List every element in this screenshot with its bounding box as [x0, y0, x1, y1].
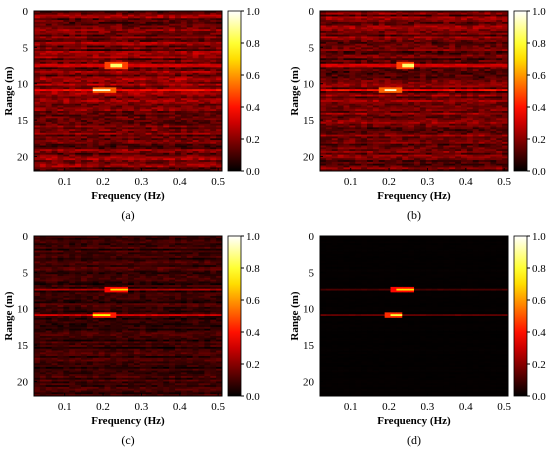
- x-tick-label: 0.5: [211, 176, 225, 188]
- colorbar-tick-label: 0.0: [246, 166, 260, 178]
- x-tick-label: 0.3: [135, 176, 149, 188]
- heatmap-cells: [320, 11, 508, 171]
- colorbar-tick-label: 0.4: [246, 102, 260, 114]
- x-tick-label: 0.1: [58, 176, 72, 188]
- x-axis-label: Frequency (Hz): [91, 190, 165, 202]
- heatmap-cells: [34, 11, 222, 171]
- y-tick-label: 20: [17, 151, 29, 163]
- colorbar-tick-label: 0.6: [246, 70, 260, 82]
- colorbar: [228, 11, 241, 171]
- panel-1: 0.1 0.2 0.3 0.4 0.5 0 5 10 15 20 Frequency (Hz) Ran…: [3, 6, 260, 222]
- y-tick-label: 15: [17, 115, 29, 127]
- colorbar-tick-label: 1.0: [246, 6, 260, 18]
- panel-caption: (a): [121, 208, 134, 222]
- y-tick-label: 0: [23, 6, 29, 18]
- colorbar-tick-label: 0.2: [246, 134, 260, 146]
- x-tick-label: 0.4: [173, 176, 187, 188]
- x-tick-label: 0.2: [96, 176, 110, 188]
- y-tick-label: 5: [23, 42, 29, 54]
- y-axis-label: Range (m): [3, 66, 15, 116]
- y-tick-label: 10: [17, 79, 29, 91]
- colorbar-tick-label: 0.8: [246, 38, 260, 50]
